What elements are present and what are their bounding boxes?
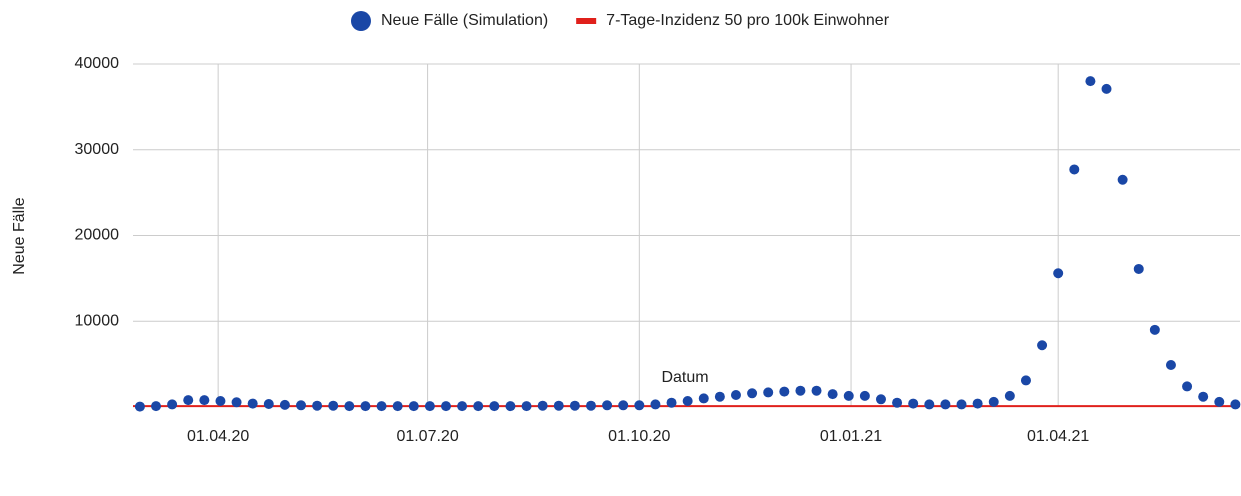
- data-point: [730, 389, 741, 400]
- data-point: [859, 390, 870, 401]
- data-point: [537, 400, 548, 411]
- data-point: [1182, 381, 1193, 392]
- data-point: [1198, 391, 1209, 402]
- data-point: [183, 395, 194, 406]
- data-point: [473, 401, 484, 412]
- data-point: [1214, 396, 1225, 407]
- data-point: [747, 388, 758, 399]
- data-point: [392, 401, 403, 412]
- data-point: [972, 398, 983, 409]
- data-point: [811, 385, 822, 396]
- data-point: [618, 400, 629, 411]
- data-point: [1165, 359, 1176, 370]
- legend-symbol: [350, 11, 371, 31]
- data-point: [827, 389, 838, 400]
- data-point: [457, 401, 468, 412]
- data-point: [1133, 263, 1144, 274]
- data-point: [328, 400, 339, 411]
- data-point: [795, 385, 806, 396]
- data-point: [714, 391, 725, 402]
- x-tick-label: 01.04.21: [1027, 428, 1089, 445]
- data-point: [1117, 174, 1128, 185]
- data-point: [940, 399, 951, 410]
- data-point: [296, 400, 307, 411]
- data-point: [602, 400, 613, 411]
- data-point: [1085, 76, 1096, 87]
- data-point: [1020, 375, 1031, 386]
- data-point: [553, 400, 564, 411]
- data-point: [1004, 390, 1015, 401]
- data-point: [666, 397, 677, 408]
- data-point: [843, 390, 854, 401]
- data-point: [521, 401, 532, 412]
- x-tick-label: 01.04.20: [187, 428, 249, 445]
- legend-symbol: [576, 18, 597, 24]
- data-point: [1149, 324, 1160, 335]
- data-point: [424, 401, 435, 412]
- data-point: [312, 400, 323, 411]
- data-point: [779, 386, 790, 397]
- data-point: [1037, 340, 1048, 351]
- data-point: [151, 401, 162, 412]
- data-point: [634, 400, 645, 411]
- y-tick-label: 10000: [75, 312, 120, 329]
- data-point: [489, 401, 500, 412]
- x-tick-label: 01.10.20: [608, 428, 670, 445]
- data-point: [247, 398, 258, 409]
- legend-label: 7-Tage-Inzidenz 50 pro 100k Einwohner: [606, 12, 890, 29]
- data-point: [376, 401, 387, 412]
- data-point: [908, 398, 919, 409]
- y-tick-label: 40000: [75, 55, 120, 72]
- data-point: [167, 399, 178, 410]
- data-point: [650, 399, 661, 410]
- data-point: [279, 399, 290, 410]
- data-point: [134, 401, 145, 412]
- data-point: [892, 397, 903, 408]
- data-point: [408, 401, 419, 412]
- data-point: [682, 395, 693, 406]
- data-point: [440, 401, 451, 412]
- data-point: [231, 397, 242, 408]
- y-tick-label: 30000: [75, 141, 120, 158]
- y-tick-label: 20000: [75, 227, 120, 244]
- data-point: [215, 395, 226, 406]
- data-point: [1053, 268, 1064, 279]
- y-axis-label: Neue Fälle: [11, 197, 28, 274]
- x-tick-label: 01.07.20: [396, 428, 458, 445]
- data-point: [875, 394, 886, 405]
- data-point: [199, 395, 210, 406]
- x-tick-label: 01.01.21: [820, 428, 882, 445]
- data-point: [763, 387, 774, 398]
- legend-label: Neue Fälle (Simulation): [381, 12, 548, 29]
- data-point: [924, 399, 935, 410]
- data-point: [956, 399, 967, 410]
- data-point: [1230, 399, 1241, 410]
- data-point: [1069, 164, 1080, 175]
- data-point: [698, 393, 709, 404]
- data-point: [505, 401, 516, 412]
- data-point: [585, 400, 596, 411]
- data-point: [1101, 83, 1112, 94]
- data-point: [360, 401, 371, 412]
- data-point: [344, 401, 355, 412]
- data-point: [263, 398, 274, 409]
- data-point: [569, 400, 580, 411]
- data-point: [988, 396, 999, 407]
- x-axis-label: Datum: [661, 369, 708, 386]
